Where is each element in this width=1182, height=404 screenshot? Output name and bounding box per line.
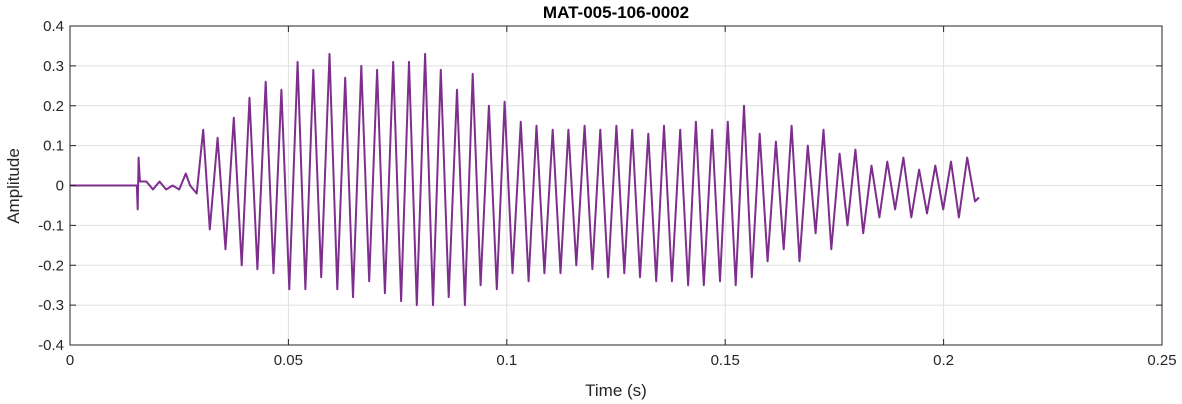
y-tick-label: -0.3 (38, 297, 64, 314)
x-tick-label: 0.25 (1147, 352, 1176, 369)
x-tick-label: 0.15 (711, 352, 740, 369)
x-tick-label: 0.05 (274, 352, 303, 369)
y-tick-label: 0.1 (43, 138, 64, 155)
y-axis-label: Amplitude (4, 148, 23, 224)
y-axis: -0.4 -0.3 -0.2 -0.1 0 0.1 0.2 0.3 0.4 (38, 18, 1162, 354)
x-tick-label: 0.2 (933, 352, 954, 369)
x-tick-label: 0.1 (496, 352, 517, 369)
x-axis-label: Time (s) (585, 381, 647, 400)
y-tick-label: -0.1 (38, 217, 64, 234)
y-tick-label: -0.2 (38, 257, 64, 274)
x-tick-label: 0 (66, 352, 74, 369)
y-tick-label: 0.2 (43, 98, 64, 115)
x-axis: 0 0.05 0.1 0.15 0.2 0.25 (66, 26, 1177, 369)
chart-title: MAT-005-106-0002 (543, 3, 689, 22)
y-tick-label: -0.4 (38, 337, 64, 354)
y-tick-label: 0.3 (43, 58, 64, 75)
y-tick-label: 0 (56, 178, 64, 195)
y-tick-label: 0.4 (43, 18, 64, 35)
series-line (70, 52, 980, 307)
